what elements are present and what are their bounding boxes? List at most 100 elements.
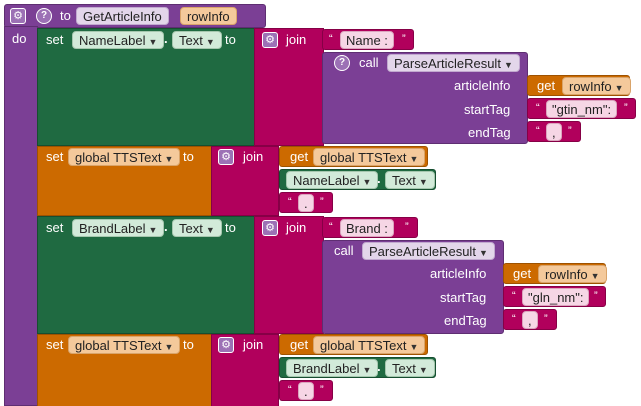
- component-dropdown[interactable]: NameLabel ▼: [72, 31, 165, 49]
- variable-name: global TTSText: [320, 150, 407, 165]
- dropdown-arrow-icon: ▼: [164, 154, 174, 164]
- param-label-endtag: endTag: [468, 125, 511, 140]
- question-mark-icon[interactable]: ?: [334, 55, 350, 71]
- property-name: Text: [179, 221, 203, 236]
- param-label-articleinfo: articleInfo: [454, 78, 511, 93]
- open-quote-icon: “: [329, 221, 333, 233]
- string-value[interactable]: ,: [522, 311, 538, 329]
- close-quote-icon: ”: [405, 221, 409, 233]
- gear-icon[interactable]: ⚙: [10, 8, 26, 24]
- param-rowinfo[interactable]: rowInfo: [180, 7, 237, 25]
- open-quote-icon: “: [536, 102, 540, 114]
- dropdown-arrow-icon: ▼: [205, 37, 215, 47]
- close-quote-icon: ”: [320, 196, 324, 208]
- to-keyword: to: [225, 220, 236, 235]
- dropdown-arrow-icon: ▼: [478, 248, 488, 258]
- variable-dropdown[interactable]: global TTSText ▼: [68, 336, 181, 354]
- to-keyword: to: [225, 32, 236, 47]
- set-keyword: set: [46, 32, 64, 47]
- component-name: BrandLabel: [79, 221, 146, 236]
- set-keyword: set: [46, 220, 64, 235]
- param-label-articleinfo: articleInfo: [430, 266, 487, 281]
- variable-name: rowInfo: [569, 79, 612, 94]
- variable-name: global TTSText: [75, 338, 162, 353]
- open-quote-icon: “: [329, 33, 333, 45]
- get-keyword: get: [513, 266, 532, 281]
- close-quote-icon: ”: [568, 125, 572, 137]
- dot-separator: .: [377, 359, 381, 374]
- string-value[interactable]: .: [298, 194, 314, 212]
- dropdown-arrow-icon: ▼: [614, 83, 624, 93]
- open-quote-icon: “: [288, 196, 292, 208]
- dropdown-arrow-icon: ▼: [148, 225, 158, 235]
- to-keyword: to: [183, 337, 194, 352]
- property-dropdown[interactable]: Text ▼: [172, 31, 222, 49]
- param-label-starttag: startTag: [440, 290, 487, 305]
- dropdown-arrow-icon: ▼: [409, 154, 419, 164]
- variable-dropdown[interactable]: rowInfo ▼: [538, 265, 607, 283]
- property-name: Text: [392, 173, 416, 188]
- join-keyword: join: [286, 220, 307, 235]
- component-dropdown[interactable]: BrandLabel ▼: [72, 219, 165, 237]
- join-keyword: join: [243, 337, 264, 352]
- call-keyword: call: [334, 243, 354, 258]
- question-mark-icon[interactable]: ?: [36, 8, 52, 24]
- procedure-dropdown[interactable]: ParseArticleResult ▼: [387, 54, 520, 72]
- component-name: BrandLabel: [293, 361, 360, 376]
- dropdown-arrow-icon: ▼: [362, 177, 372, 187]
- procedure-name-field[interactable]: GetArticleInfo: [76, 7, 169, 25]
- call-keyword: call: [359, 55, 379, 70]
- procedure-name: ParseArticleResult: [369, 244, 476, 259]
- close-quote-icon: ”: [624, 102, 628, 114]
- component-name: NameLabel: [79, 33, 146, 48]
- variable-dropdown[interactable]: global TTSText ▼: [68, 148, 181, 166]
- variable-dropdown[interactable]: rowInfo ▼: [562, 77, 631, 95]
- close-quote-icon: ”: [544, 313, 548, 325]
- to-keyword: to: [183, 149, 194, 164]
- string-value[interactable]: Name :: [340, 31, 394, 49]
- gear-icon[interactable]: ⚙: [218, 337, 234, 353]
- open-quote-icon: “: [512, 313, 516, 325]
- dropdown-arrow-icon: ▼: [418, 177, 428, 187]
- property-dropdown[interactable]: Text ▼: [385, 359, 435, 377]
- param-label-endtag: endTag: [444, 313, 487, 328]
- get-keyword: get: [290, 149, 309, 164]
- component-dropdown[interactable]: BrandLabel ▼: [286, 359, 379, 377]
- string-value[interactable]: .: [298, 382, 314, 400]
- dropdown-arrow-icon: ▼: [590, 271, 600, 281]
- variable-name: global TTSText: [320, 338, 407, 353]
- close-quote-icon: ”: [402, 33, 406, 45]
- set-keyword: set: [46, 149, 64, 164]
- property-dropdown[interactable]: Text ▼: [385, 171, 435, 189]
- dot-separator: .: [164, 31, 168, 46]
- property-name: Text: [179, 33, 203, 48]
- component-dropdown[interactable]: NameLabel ▼: [286, 171, 379, 189]
- close-quote-icon: ”: [320, 384, 324, 396]
- dropdown-arrow-icon: ▼: [418, 365, 428, 375]
- param-label-starttag: startTag: [464, 102, 511, 117]
- set-keyword: set: [46, 337, 64, 352]
- string-value[interactable]: Brand :: [340, 219, 394, 237]
- dropdown-arrow-icon: ▼: [362, 365, 372, 375]
- procedure-name: ParseArticleResult: [394, 56, 501, 71]
- variable-dropdown[interactable]: global TTSText ▼: [313, 336, 426, 354]
- string-value[interactable]: ,: [546, 123, 562, 141]
- open-quote-icon: “: [288, 384, 292, 396]
- get-keyword: get: [290, 337, 309, 352]
- to-keyword: to: [60, 8, 71, 23]
- component-name: NameLabel: [293, 173, 360, 188]
- join-keyword: join: [286, 32, 307, 47]
- procedure-dropdown[interactable]: ParseArticleResult ▼: [362, 242, 495, 260]
- variable-name: global TTSText: [75, 150, 162, 165]
- close-quote-icon: ”: [594, 290, 598, 302]
- gear-icon[interactable]: ⚙: [262, 32, 278, 48]
- dot-separator: .: [377, 171, 381, 186]
- property-name: Text: [392, 361, 416, 376]
- string-value[interactable]: "gln_nm":: [522, 288, 590, 306]
- variable-dropdown[interactable]: global TTSText ▼: [313, 148, 426, 166]
- property-dropdown[interactable]: Text ▼: [172, 219, 222, 237]
- dot-separator: .: [164, 219, 168, 234]
- gear-icon[interactable]: ⚙: [262, 220, 278, 236]
- string-value[interactable]: "gtin_nm":: [546, 100, 618, 118]
- gear-icon[interactable]: ⚙: [218, 149, 234, 165]
